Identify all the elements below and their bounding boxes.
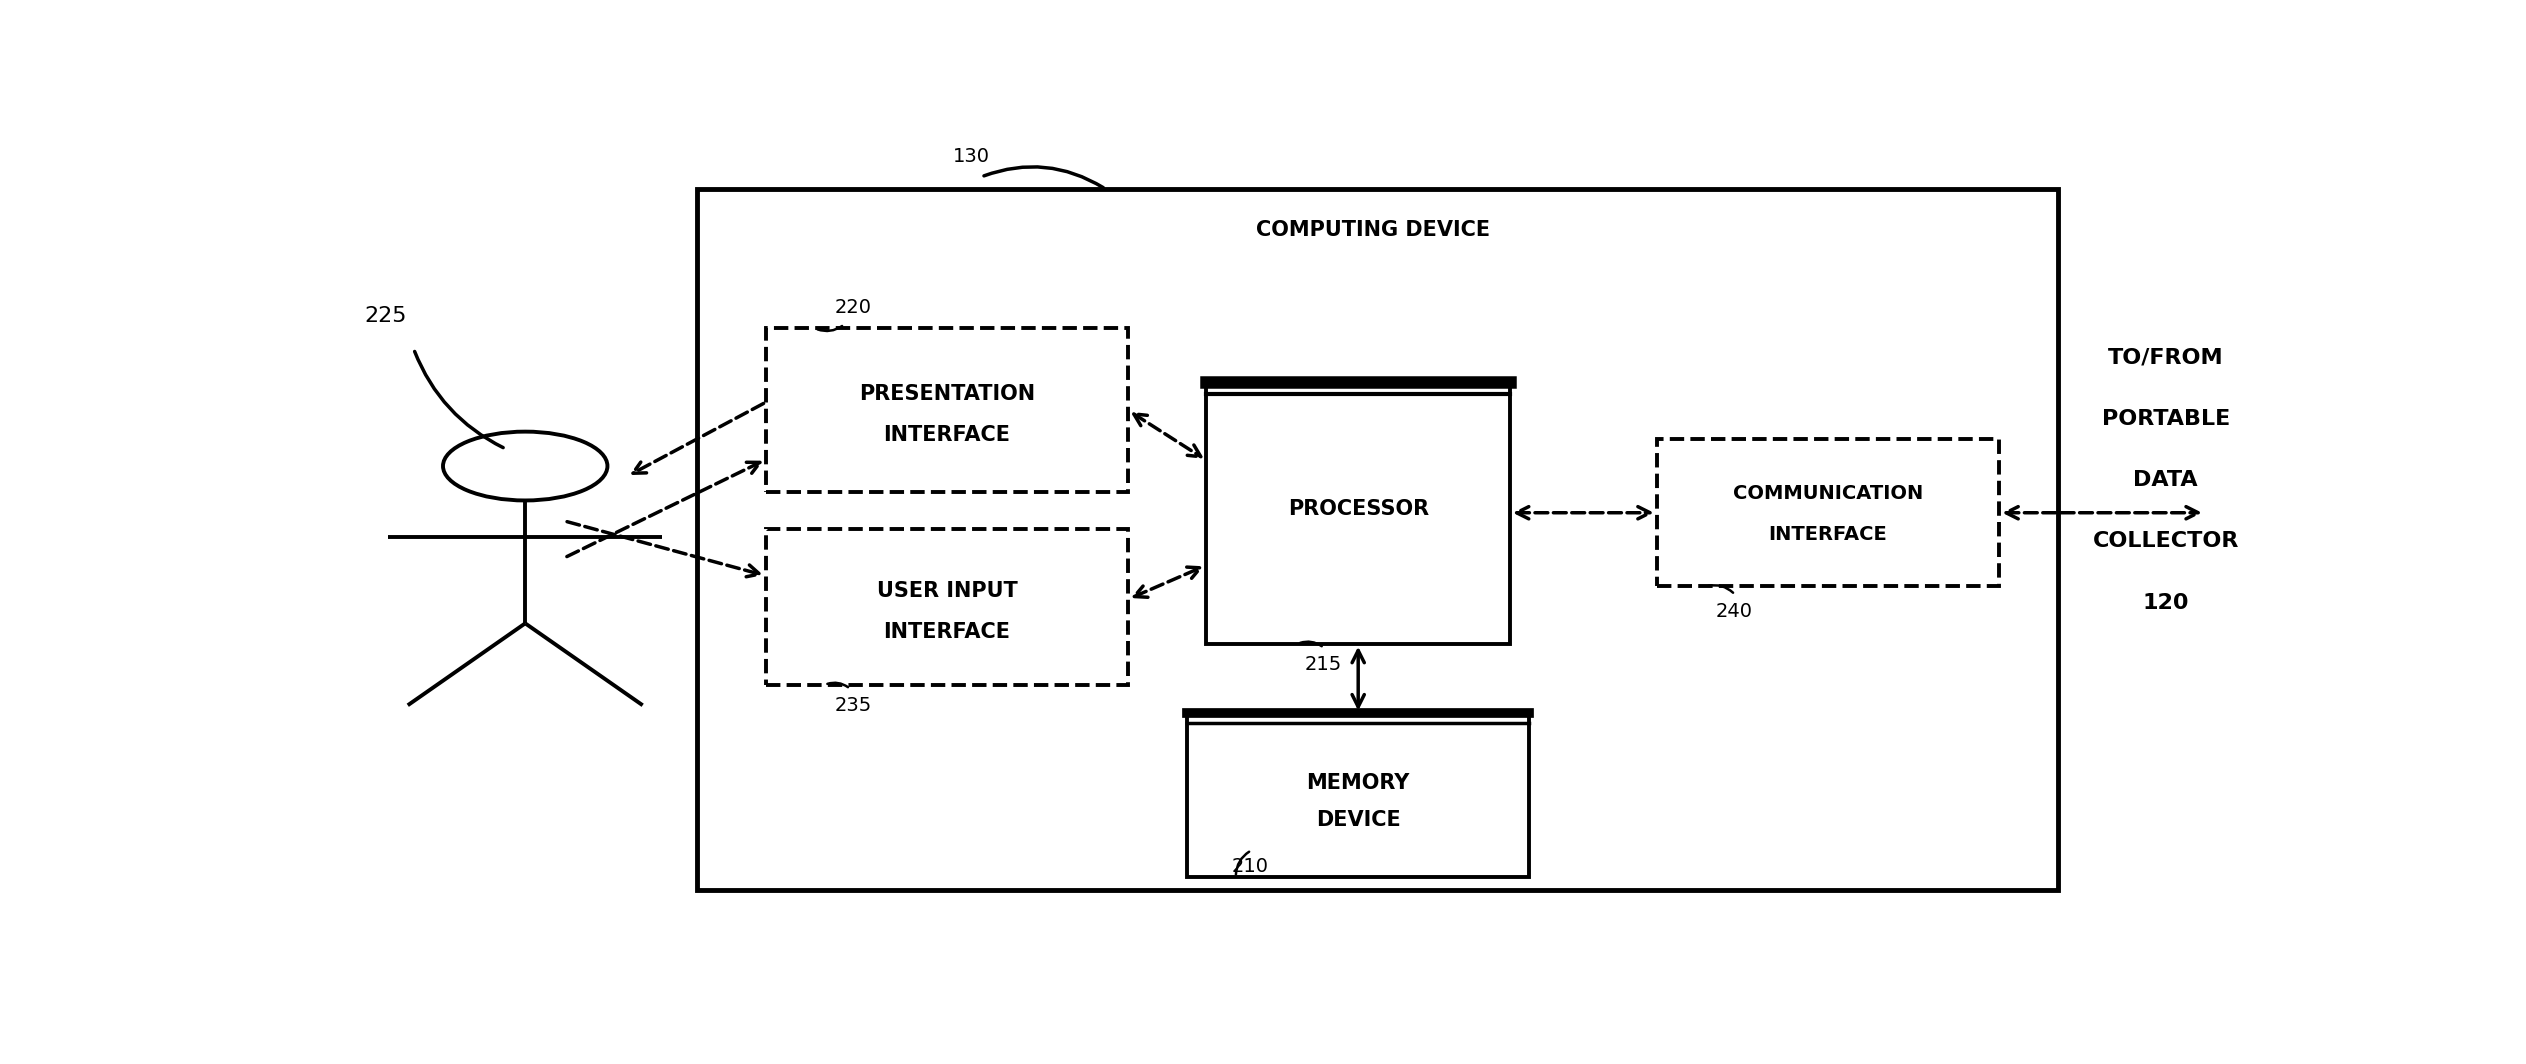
Bar (697, 189, 2059, 890)
Text: COLLECTOR: COLLECTOR (2092, 531, 2238, 551)
Text: 225: 225 (364, 306, 407, 326)
Bar (765, 529, 1129, 685)
Bar (1657, 439, 2001, 586)
Text: COMPUTING DEVICE: COMPUTING DEVICE (1255, 220, 1490, 240)
Text: 240: 240 (1715, 601, 1753, 620)
Bar (765, 329, 1129, 493)
Text: INTERFACE: INTERFACE (1768, 526, 1887, 545)
Bar (1207, 382, 1511, 644)
Text: INTERFACE: INTERFACE (884, 425, 1010, 445)
Text: INTERFACE: INTERFACE (884, 621, 1010, 642)
Text: 120: 120 (2142, 593, 2190, 613)
Text: 220: 220 (834, 298, 871, 317)
Text: COMMUNICATION: COMMUNICATION (1733, 484, 1922, 503)
Text: MEMORY: MEMORY (1306, 774, 1410, 793)
Text: 235: 235 (834, 696, 871, 715)
Text: USER INPUT: USER INPUT (877, 581, 1018, 600)
Text: 215: 215 (1303, 654, 1341, 674)
Text: PROCESSOR: PROCESSOR (1288, 499, 1430, 518)
Text: TO/FROM: TO/FROM (2107, 347, 2223, 367)
Text: 130: 130 (952, 147, 990, 166)
Text: DEVICE: DEVICE (1316, 810, 1399, 830)
Bar (1187, 714, 1528, 878)
Text: PORTABLE: PORTABLE (2102, 409, 2230, 429)
Text: DATA: DATA (2134, 470, 2198, 489)
Text: PRESENTATION: PRESENTATION (859, 384, 1036, 404)
Text: 210: 210 (1233, 858, 1268, 876)
